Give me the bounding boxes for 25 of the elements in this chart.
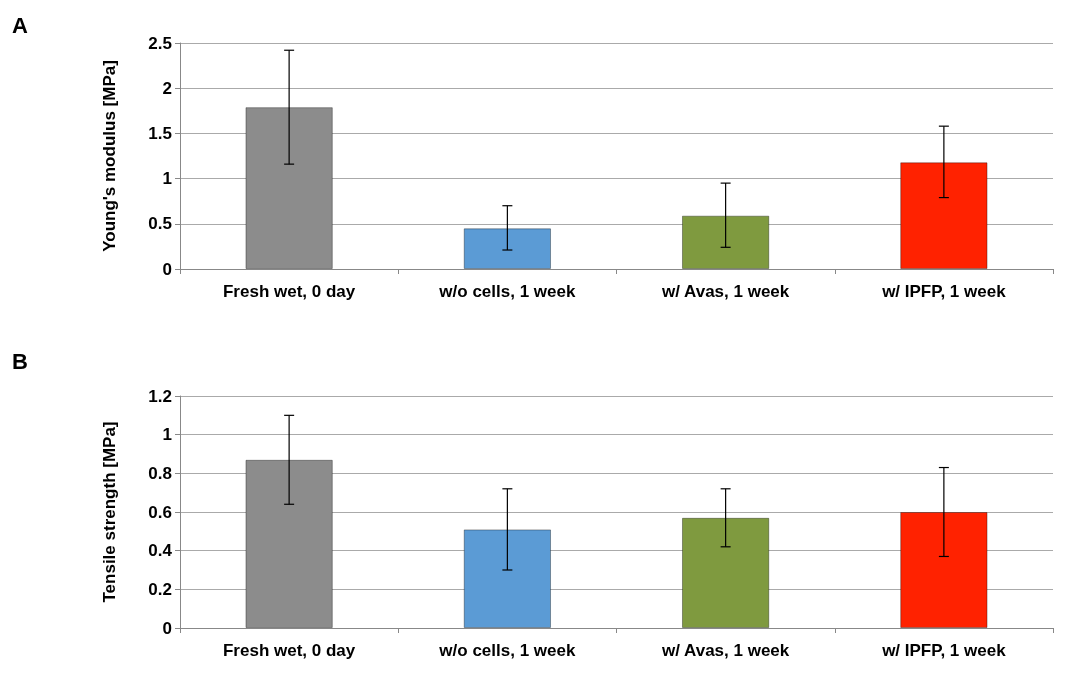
y-axis-title: Tensile strength [MPa]: [100, 421, 119, 603]
y-tick-label: 0: [162, 259, 172, 279]
y-tick-label: 0.6: [148, 502, 172, 522]
y-tick-label: 2.5: [148, 33, 172, 53]
y-tick-label: 0.5: [148, 214, 172, 234]
x-tick-label: w/ IPFP, 1 week: [881, 282, 1007, 301]
text: B: [12, 348, 28, 374]
y-tick-label: 1: [162, 169, 172, 189]
x-tick-label: w/ Avas, 1 week: [660, 641, 790, 660]
y-tick-label: 1.5: [148, 123, 172, 143]
x-tick-label: w/o cells, 1 week: [438, 641, 576, 660]
x-tick-label: w/o cells, 1 week: [438, 282, 576, 301]
y-tick-label: 0.2: [148, 579, 172, 599]
x-tick-label: w/ Avas, 1 week: [660, 282, 790, 301]
x-tick-label: Fresh wet, 0 day: [222, 282, 356, 301]
y-axis-title: Young's modulus [MPa]: [100, 60, 119, 252]
y-tick-label: 1.2: [148, 386, 172, 406]
y-tick-label: 0.8: [148, 463, 172, 483]
y-tick-label: 2: [162, 78, 172, 98]
x-tick-label: Fresh wet, 0 day: [222, 641, 356, 660]
text: A: [12, 12, 28, 38]
y-tick-label: 0.4: [148, 541, 173, 561]
y-tick-label: 0: [162, 618, 172, 638]
x-tick-label: w/ IPFP, 1 week: [881, 641, 1007, 660]
y-tick-label: 1: [162, 425, 172, 445]
